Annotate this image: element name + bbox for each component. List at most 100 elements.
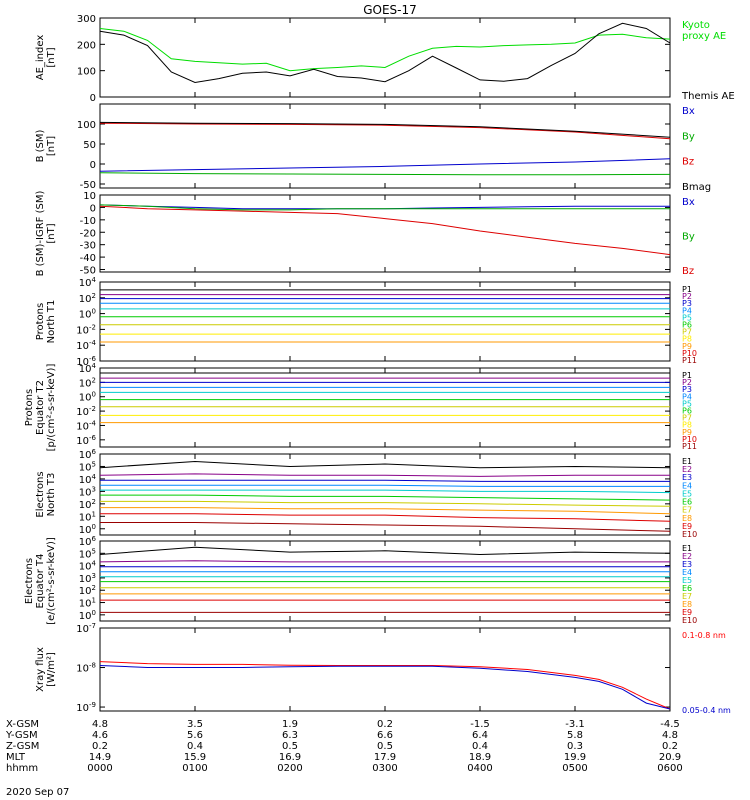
- legend-entry: E7: [682, 506, 692, 515]
- series-line-bx: [99, 158, 671, 172]
- ephemeris-value: 18.9: [469, 752, 491, 763]
- ephemeris-value: 0400: [467, 763, 492, 774]
- y-axis-label: [e/(cm²-s-sr-keV)]: [46, 537, 57, 625]
- y-tick-label: 104: [79, 276, 97, 289]
- legend-entry: E9: [682, 608, 692, 617]
- legend-entry: E10: [682, 530, 697, 539]
- chart-panel-8: 10-7 10-8 10-9 Xray flux [W/m²] 0.1-0.8 nm 0.0…: [35, 622, 731, 715]
- y-tick-label: 10-9: [76, 701, 96, 714]
- panel-frame: [99, 103, 671, 189]
- y-tick-label: 0: [90, 93, 96, 104]
- legend-entry: P2: [682, 378, 692, 387]
- y-tick-label: 100: [79, 391, 96, 404]
- y-axis-label: Protons: [24, 389, 35, 426]
- ephemeris-row-label: MLT: [6, 752, 26, 763]
- y-tick-label: 100: [79, 523, 96, 536]
- series-line-e7: [100, 500, 671, 507]
- panel-frame: [99, 627, 671, 712]
- legend-entry: Kyoto proxy AE: [682, 20, 726, 42]
- legend-entry: P1: [682, 371, 692, 380]
- y-axis-label: B (SM): [35, 129, 46, 162]
- y-axis-label: [p/(cm²-s-sr-keV)]: [46, 364, 57, 452]
- panel-frame: [99, 281, 671, 362]
- y-tick-label: -40: [80, 253, 96, 264]
- ephemeris-value: 6.6: [377, 730, 393, 741]
- legend-entry: E7: [682, 592, 692, 601]
- ephemeris-row-label: Y-GSM: [5, 730, 38, 741]
- ephemeris-value: 4.6: [92, 730, 108, 741]
- y-tick-label: 104: [79, 473, 97, 486]
- legend-entry: P8: [682, 335, 692, 344]
- series-line-e8: [100, 507, 671, 515]
- y-tick-label: 10: [83, 191, 96, 202]
- legend-entry: E6: [682, 498, 692, 507]
- legend-entry: E4: [682, 481, 692, 490]
- ephemeris-value: 0.4: [187, 741, 203, 752]
- y-tick-label: 10-4: [76, 339, 96, 352]
- series-line-themis-ae: [99, 22, 671, 84]
- y-axis-label: Xray flux: [35, 647, 46, 692]
- legend-entry: P9: [682, 428, 692, 437]
- series-line-bz: [99, 122, 671, 140]
- y-tick-label: 106: [79, 448, 97, 461]
- legend-entry: E1: [682, 457, 692, 466]
- ephemeris-value: 0100: [182, 763, 207, 774]
- legend-entry: By: [682, 232, 695, 243]
- ephemeris-value: 5.6: [187, 730, 203, 741]
- y-axis-label: Protons: [35, 303, 46, 340]
- legend-entry: E3: [682, 560, 692, 569]
- y-tick-label: 106: [79, 535, 97, 548]
- y-tick-label: 101: [79, 510, 96, 523]
- legend-entry: P7: [682, 328, 692, 337]
- ephemeris-value: 0.5: [377, 741, 393, 752]
- ephemeris-value: 6.3: [282, 730, 298, 741]
- ephemeris-value: 0.3: [567, 741, 583, 752]
- y-tick-label: 200: [77, 40, 96, 51]
- y-axis-label: [nT]: [46, 136, 57, 156]
- series-line-by: [99, 204, 670, 211]
- legend-entry: E5: [682, 576, 692, 585]
- ephemeris-value: 15.9: [184, 752, 206, 763]
- legend-entry: E5: [682, 489, 692, 498]
- series-line-e4: [100, 484, 670, 487]
- legend-entry: P3: [682, 385, 692, 394]
- ephemeris-row-label: X-GSM: [6, 719, 39, 730]
- legend-entry: P5: [682, 399, 692, 408]
- legend-entry: P10: [682, 349, 697, 358]
- y-tick-label: 103: [79, 485, 96, 498]
- series-line-0-1-0-8-nm: [99, 661, 671, 710]
- legend-entry: Themis AE: [681, 91, 735, 102]
- legend-entry: E6: [682, 584, 692, 593]
- legend-entry: E8: [682, 600, 692, 609]
- ephemeris-value: 14.9: [89, 752, 111, 763]
- y-tick-label: 102: [79, 498, 96, 511]
- y-tick-label: 300: [77, 14, 96, 25]
- y-tick-label: 105: [79, 547, 96, 560]
- y-tick-label: 100: [79, 609, 96, 622]
- ephemeris-value: 0.5: [282, 741, 298, 752]
- legend-entry: E3: [682, 473, 692, 482]
- y-axis-label: North T1: [46, 300, 57, 344]
- chart-panel-1: 0 100 200 300 AE_index [nT] Kyoto proxy AE Themi…: [35, 14, 735, 104]
- legend-entry: Bz: [682, 157, 694, 168]
- y-tick-label: 104: [79, 560, 97, 573]
- chart-panel-2: -50 0 50 100 B (SM) [nT] Bx By Bz Bmag: [35, 103, 711, 193]
- legend-entry: Bmag: [682, 182, 711, 193]
- legend-entry: P4: [682, 392, 692, 401]
- series-line-0-05-0-4-nm: [99, 665, 671, 710]
- ephemeris-row-label: Z-GSM: [6, 741, 39, 752]
- ephemeris-value: 0000: [87, 763, 112, 774]
- legend-entry: P6: [682, 407, 692, 416]
- series-line-by: [99, 172, 671, 176]
- legend-entry: E4: [682, 568, 692, 577]
- legend-entry: Bz: [682, 266, 694, 277]
- series-line-bz: [99, 205, 671, 256]
- date-label: 2020 Sep 07: [6, 787, 69, 798]
- legend-entry: P1: [682, 285, 692, 294]
- ephemeris-row-label: hhmm: [6, 763, 38, 774]
- ephemeris-value: 16.9: [279, 752, 301, 763]
- y-axis-label: Electrons: [35, 471, 46, 517]
- series-line-e5: [100, 489, 671, 494]
- y-tick-label: 10-7: [76, 622, 96, 635]
